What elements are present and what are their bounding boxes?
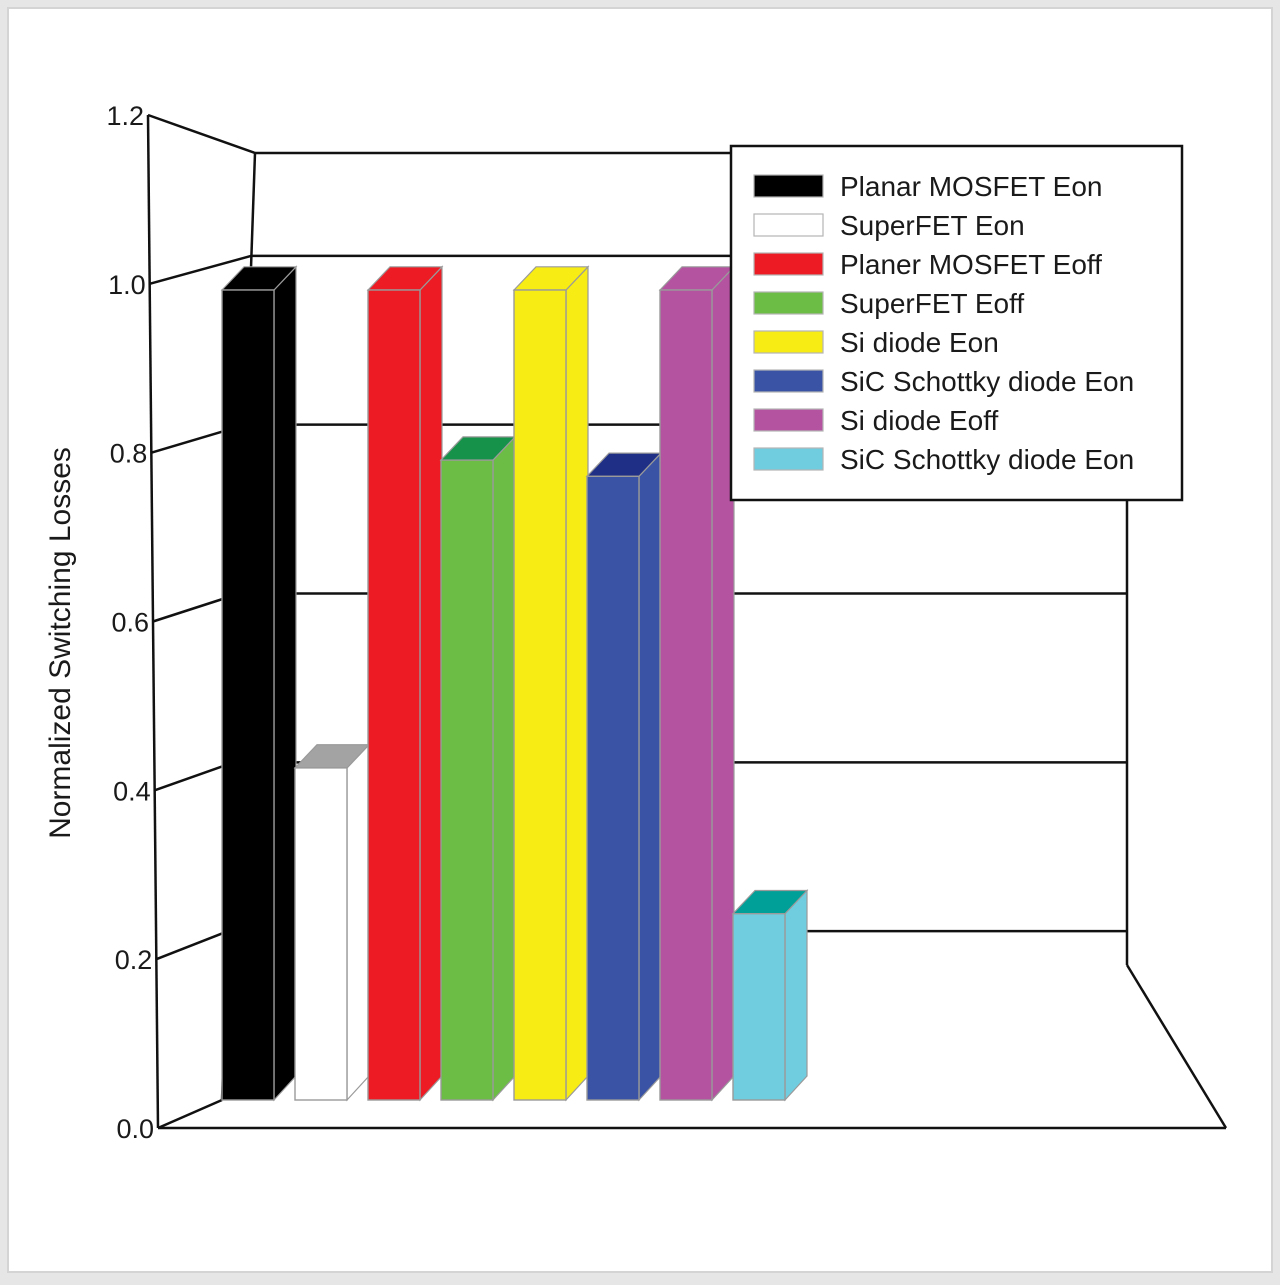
- bar-front: [367, 289, 421, 1101]
- gridline-left-2: [154, 761, 235, 792]
- bar-front: [221, 289, 275, 1101]
- bar-front: [659, 289, 713, 1101]
- bar-front: [586, 475, 640, 1101]
- legend: Planar MOSFET Eon SuperFET Eon Planer MOSF…: [729, 144, 1184, 502]
- legend-swatch: [753, 447, 824, 471]
- gridline-left-1: [155, 930, 229, 961]
- bar-front: [294, 767, 348, 1101]
- bar: [512, 265, 590, 1102]
- y-tick-labels: 0.0 0.2 0.4 0.6 0.8 1.0 1.2: [106, 101, 154, 1144]
- bar: [366, 265, 444, 1102]
- bar-front: [440, 459, 494, 1101]
- bar: [293, 743, 371, 1102]
- bar-side: [492, 435, 516, 1102]
- y-tick-label: 1.0: [108, 270, 146, 300]
- bar-side: [638, 451, 662, 1102]
- legend-box: [729, 144, 1184, 502]
- legend-label: SuperFET Eon: [840, 210, 1025, 241]
- legend-label: SiC Schottky diode Eon: [840, 366, 1134, 397]
- y-tick-label: 0.4: [113, 776, 151, 806]
- y-tick-label: 0.8: [110, 439, 148, 469]
- bar-side: [273, 265, 297, 1102]
- bar: [585, 451, 663, 1102]
- bar-side: [565, 265, 589, 1102]
- y-axis-label: Normalized Switching Losses: [44, 447, 77, 839]
- bar-side: [784, 888, 808, 1102]
- y-tick-label: 1.2: [106, 101, 144, 131]
- legend-swatch: [753, 330, 824, 354]
- floor-right-edge: [1125, 964, 1228, 1129]
- y-tick-label: 0.0: [116, 1114, 154, 1144]
- floor-left-edge: [157, 1098, 223, 1130]
- legend-swatch: [753, 408, 824, 432]
- legend-swatch: [753, 291, 824, 315]
- y-tick-label: 0.6: [111, 608, 149, 638]
- bar-front: [513, 289, 567, 1101]
- legend-label: Si diode Eoff: [840, 405, 998, 436]
- legend-label: Planer MOSFET Eoff: [840, 249, 1102, 280]
- bar: [731, 888, 809, 1102]
- legend-swatch: [753, 369, 824, 393]
- gridline-left-5: [149, 254, 252, 286]
- legend-swatch: [753, 213, 824, 237]
- y-tick-label: 0.2: [115, 945, 153, 975]
- legend-label: SuperFET Eoff: [840, 288, 1024, 319]
- legend-label: Planar MOSFET Eon: [840, 171, 1102, 202]
- bar: [658, 265, 736, 1102]
- legend-label: SiC Schottky diode Eon: [840, 444, 1134, 475]
- legend-swatch: [753, 174, 824, 198]
- legend-swatch: [753, 252, 824, 276]
- bars: [220, 265, 809, 1102]
- bar-side: [419, 265, 443, 1102]
- bar: [220, 265, 298, 1102]
- bar-side: [346, 743, 370, 1102]
- bar-front: [732, 913, 786, 1101]
- left-wall-top-edge: [147, 113, 256, 155]
- bar: [439, 435, 517, 1102]
- legend-label: Si diode Eon: [840, 327, 999, 358]
